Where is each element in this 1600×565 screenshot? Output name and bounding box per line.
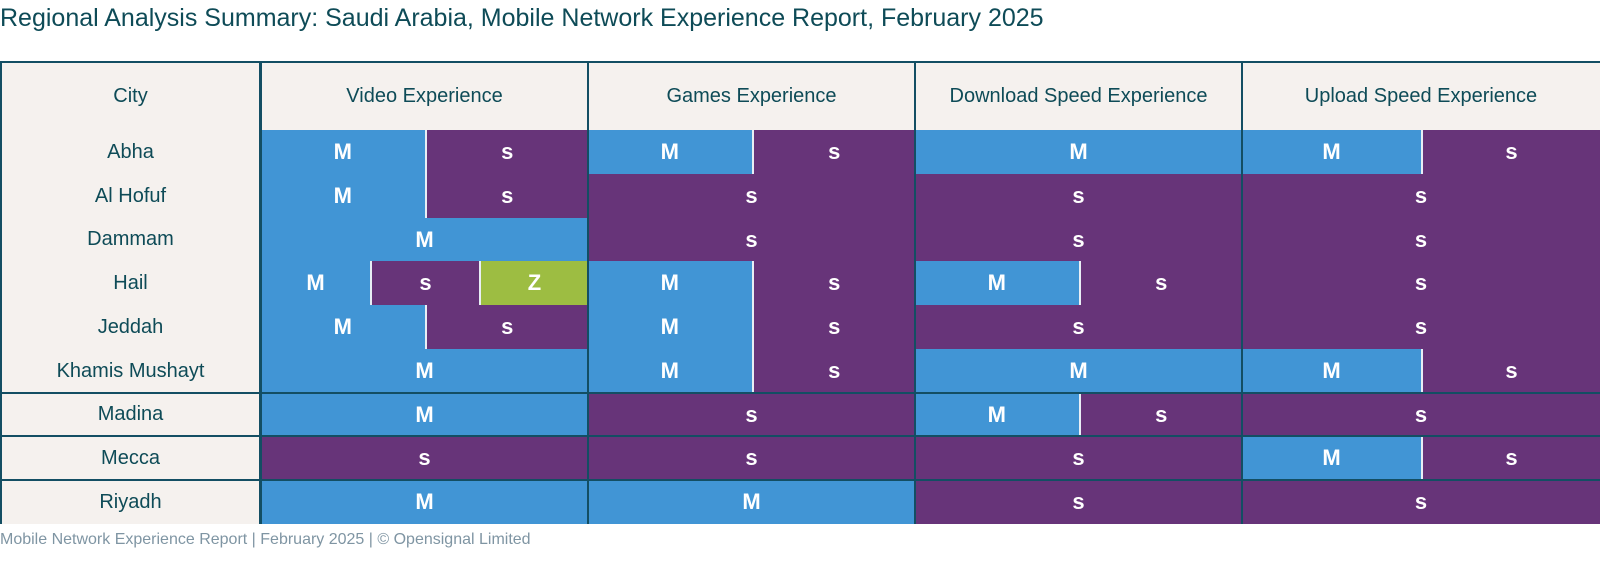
winner-segment-games-experience: s bbox=[751, 130, 915, 174]
winner-segment-upload-speed-experience: s bbox=[1421, 349, 1600, 393]
winner-segment-video-experience: s bbox=[261, 436, 588, 480]
column-divider bbox=[1241, 63, 1243, 524]
winner-segment-games-experience: s bbox=[588, 218, 915, 261]
row-divider bbox=[0, 392, 1600, 394]
city-label: Riyadh bbox=[99, 490, 162, 513]
winner-segment-upload-speed-experience: M bbox=[1242, 436, 1421, 480]
winner-segment-games-experience: s bbox=[588, 393, 915, 436]
winner-segment-games-experience: M bbox=[588, 130, 752, 174]
winner-segment-download-speed-experience: M bbox=[915, 130, 1242, 174]
winner-segment-video-experience: M bbox=[261, 174, 425, 218]
header-upload-speed-experience: Upload Speed Experience bbox=[1242, 63, 1600, 130]
winner-segment-upload-speed-experience: M bbox=[1242, 130, 1421, 174]
winner-segment-games-experience: M bbox=[588, 349, 752, 393]
winner-segment-games-experience: s bbox=[751, 349, 915, 393]
winner-segment-video-experience: Z bbox=[479, 261, 588, 305]
winner-segment-download-speed-experience: s bbox=[915, 218, 1242, 261]
winner-segment-games-experience: s bbox=[588, 436, 915, 480]
winner-segment-video-experience: M bbox=[261, 261, 370, 305]
winner-segment-download-speed-experience: M bbox=[915, 261, 1079, 305]
winner-segment-download-speed-experience: s bbox=[915, 305, 1242, 349]
winner-segment-upload-speed-experience: s bbox=[1242, 218, 1600, 261]
winner-segment-download-speed-experience: M bbox=[915, 393, 1079, 436]
winner-segment-upload-speed-experience: s bbox=[1421, 436, 1600, 480]
winner-segment-video-experience: M bbox=[261, 480, 588, 524]
header-video-experience: Video Experience bbox=[261, 63, 588, 130]
winner-segment-video-experience: M bbox=[261, 393, 588, 436]
winner-segment-games-experience: M bbox=[588, 261, 752, 305]
header-city: City bbox=[2, 63, 259, 130]
city-label: Madina bbox=[97, 403, 164, 425]
winner-segment-upload-speed-experience: s bbox=[1242, 261, 1600, 305]
regional-summary-table: Abha Al Hofuf Dammam Hail Jeddah Khamis Musha… bbox=[0, 61, 1600, 524]
winner-segment-upload-speed-experience: s bbox=[1242, 174, 1600, 218]
winner-segment-upload-speed-experience: s bbox=[1242, 393, 1600, 436]
row-divider bbox=[0, 435, 1600, 437]
column-divider bbox=[587, 63, 589, 524]
winner-segment-download-speed-experience: s bbox=[1078, 261, 1242, 305]
city-label: Hail bbox=[113, 271, 148, 294]
winner-segment-download-speed-experience: s bbox=[915, 480, 1242, 524]
winner-segment-upload-speed-experience: M bbox=[1242, 349, 1421, 393]
city-label: Mecca bbox=[101, 446, 160, 469]
winner-segment-video-experience: M bbox=[261, 218, 588, 261]
winner-segment-video-experience: s bbox=[424, 130, 588, 174]
page-title: Regional Analysis Summary: Saudi Arabia,… bbox=[0, 4, 1044, 32]
city-label: Abha bbox=[107, 140, 154, 163]
winner-segment-games-experience: s bbox=[588, 174, 915, 218]
city-label: Al Hofuf bbox=[94, 184, 167, 207]
winner-segment-video-experience: M bbox=[261, 305, 425, 349]
winner-segment-download-speed-experience: s bbox=[915, 436, 1242, 480]
winner-segment-upload-speed-experience: s bbox=[1242, 480, 1600, 524]
city-column: Abha Al Hofuf Dammam Hail Jeddah Khamis Musha… bbox=[0, 63, 261, 524]
winner-segment-video-experience: s bbox=[424, 305, 588, 349]
header-download-speed-experience: Download Speed Experience bbox=[915, 63, 1242, 130]
header-games-experience: Games Experience bbox=[588, 63, 915, 130]
winner-segment-download-speed-experience: s bbox=[1078, 393, 1242, 436]
footer-credit: Mobile Network Experience Report | Febru… bbox=[0, 531, 531, 548]
city-label: Jeddah bbox=[97, 315, 164, 338]
winner-segment-video-experience: s bbox=[370, 261, 479, 305]
city-label: Khamis Mushayt bbox=[56, 359, 205, 382]
winner-segment-video-experience: M bbox=[261, 349, 588, 393]
winner-segment-games-experience: M bbox=[588, 480, 915, 524]
winner-segment-upload-speed-experience: s bbox=[1242, 305, 1600, 349]
winner-segment-upload-speed-experience: s bbox=[1421, 130, 1600, 174]
winner-segment-games-experience: M bbox=[588, 305, 752, 349]
winner-segment-video-experience: M bbox=[261, 130, 425, 174]
winner-segment-games-experience: s bbox=[751, 261, 915, 305]
city-label: Dammam bbox=[87, 228, 174, 250]
column-divider bbox=[914, 63, 916, 524]
winner-segment-games-experience: s bbox=[751, 305, 915, 349]
winner-segment-download-speed-experience: s bbox=[915, 174, 1242, 218]
winner-segment-video-experience: s bbox=[424, 174, 588, 218]
row-divider bbox=[0, 479, 1600, 481]
column-divider bbox=[260, 63, 262, 524]
winner-segment-download-speed-experience: M bbox=[915, 349, 1242, 393]
